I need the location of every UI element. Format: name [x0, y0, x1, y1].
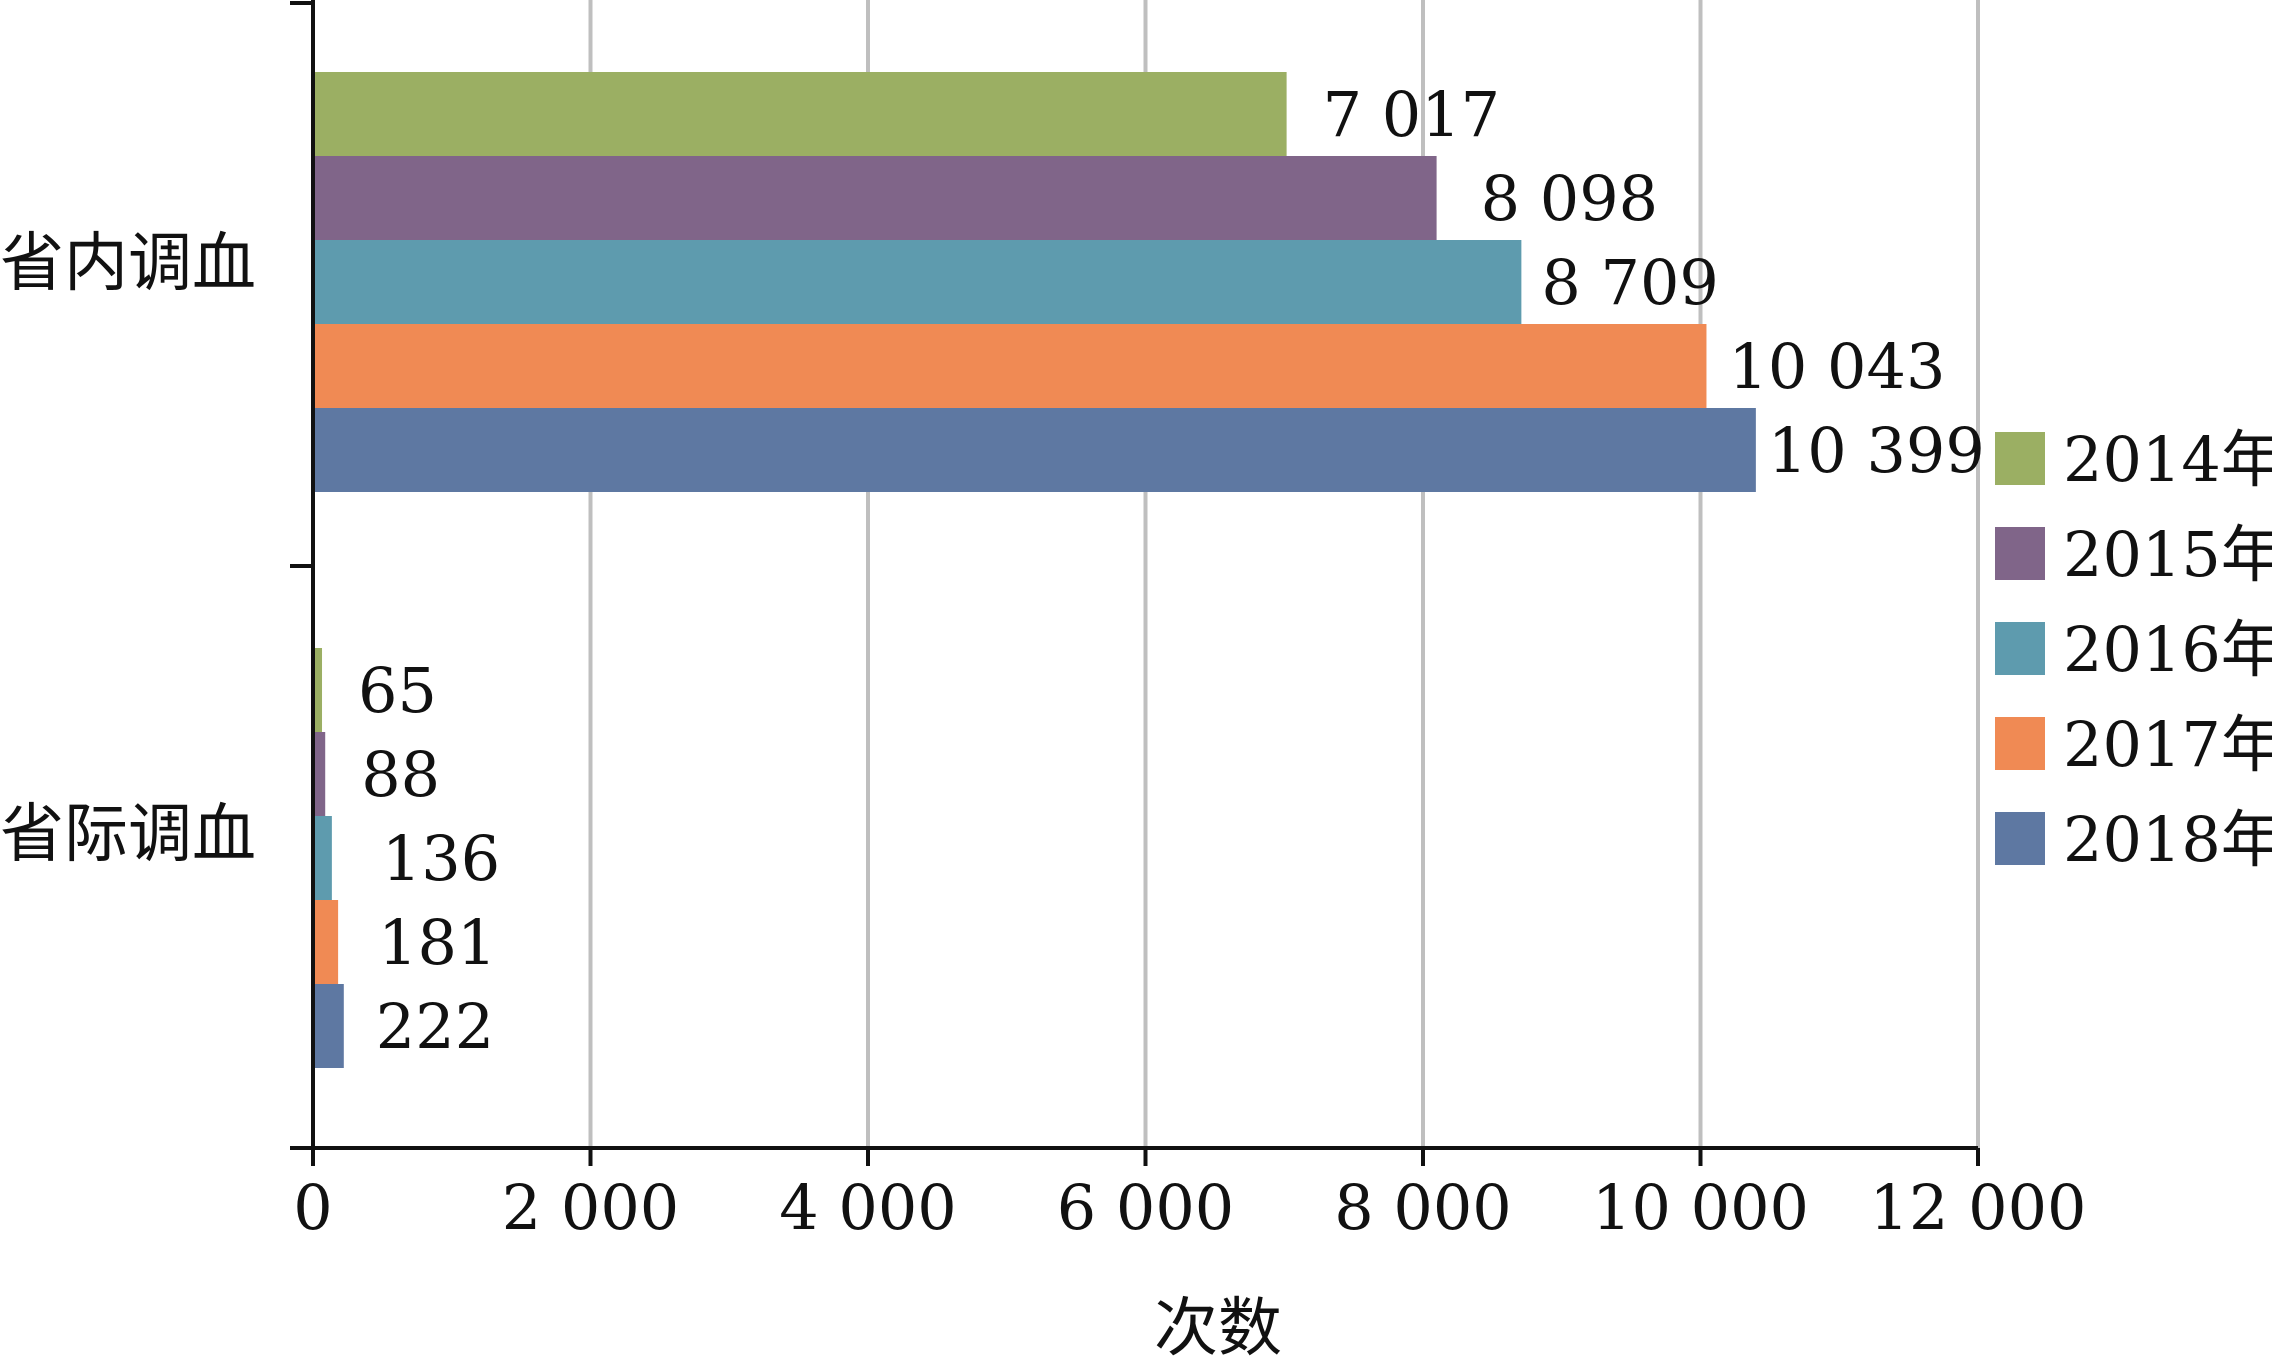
- x-axis-title: 次数: [1154, 1292, 1282, 1361]
- bar: [313, 408, 1756, 492]
- x-tick-label: 6 000: [1057, 1171, 1235, 1244]
- bar: [313, 240, 1522, 324]
- legend-swatch: [1995, 717, 2045, 770]
- legend-swatch: [1995, 432, 2045, 485]
- bar: [313, 816, 332, 900]
- data-label: 7 017: [1323, 78, 1501, 151]
- x-tick-label: 4 000: [779, 1171, 957, 1244]
- bars: [313, 72, 1756, 1068]
- bar: [313, 900, 339, 984]
- data-label: 136: [382, 822, 500, 895]
- data-label: 10 043: [1728, 330, 1945, 403]
- legend-swatch: [1995, 812, 2045, 865]
- data-label: 181: [378, 906, 496, 979]
- x-tick-label: 0: [293, 1171, 332, 1244]
- category-label: 省际调血: [0, 798, 256, 872]
- x-tick-label: 8 000: [1334, 1171, 1512, 1244]
- legend-label: 2017年: [2063, 708, 2272, 781]
- legend-label: 2018年: [2063, 803, 2272, 876]
- bar: [313, 72, 1287, 156]
- bar: [313, 648, 323, 732]
- data-label: 10 399: [1768, 414, 1985, 487]
- bar: [313, 984, 344, 1068]
- data-label: 222: [376, 990, 494, 1063]
- legend-swatch: [1995, 527, 2045, 580]
- legend-label: 2015年: [2063, 518, 2272, 591]
- legend-swatch: [1995, 622, 2045, 675]
- x-tick-label: 12 000: [1870, 1171, 2087, 1244]
- x-tick-label: 10 000: [1592, 1171, 1809, 1244]
- data-label: 88: [361, 738, 440, 811]
- axes: 0 2 000 4 000 6 000 8 000 10 000 12 000 省内调血省际调…: [0, 0, 2086, 1244]
- category-label: 省内调血: [0, 227, 256, 301]
- x-tick-label: 2 000: [502, 1171, 680, 1244]
- data-label: 8 709: [1541, 246, 1719, 319]
- legend-label: 2014年: [2063, 423, 2272, 496]
- legend-label: 2016年: [2063, 613, 2272, 686]
- bar: [313, 732, 326, 816]
- legend: 2014年 2015年 2016年 2017年 2018年: [1995, 423, 2272, 876]
- data-label: 65: [358, 654, 437, 727]
- bar: [313, 156, 1437, 240]
- bar: [313, 324, 1707, 408]
- data-label: 8 098: [1481, 162, 1659, 235]
